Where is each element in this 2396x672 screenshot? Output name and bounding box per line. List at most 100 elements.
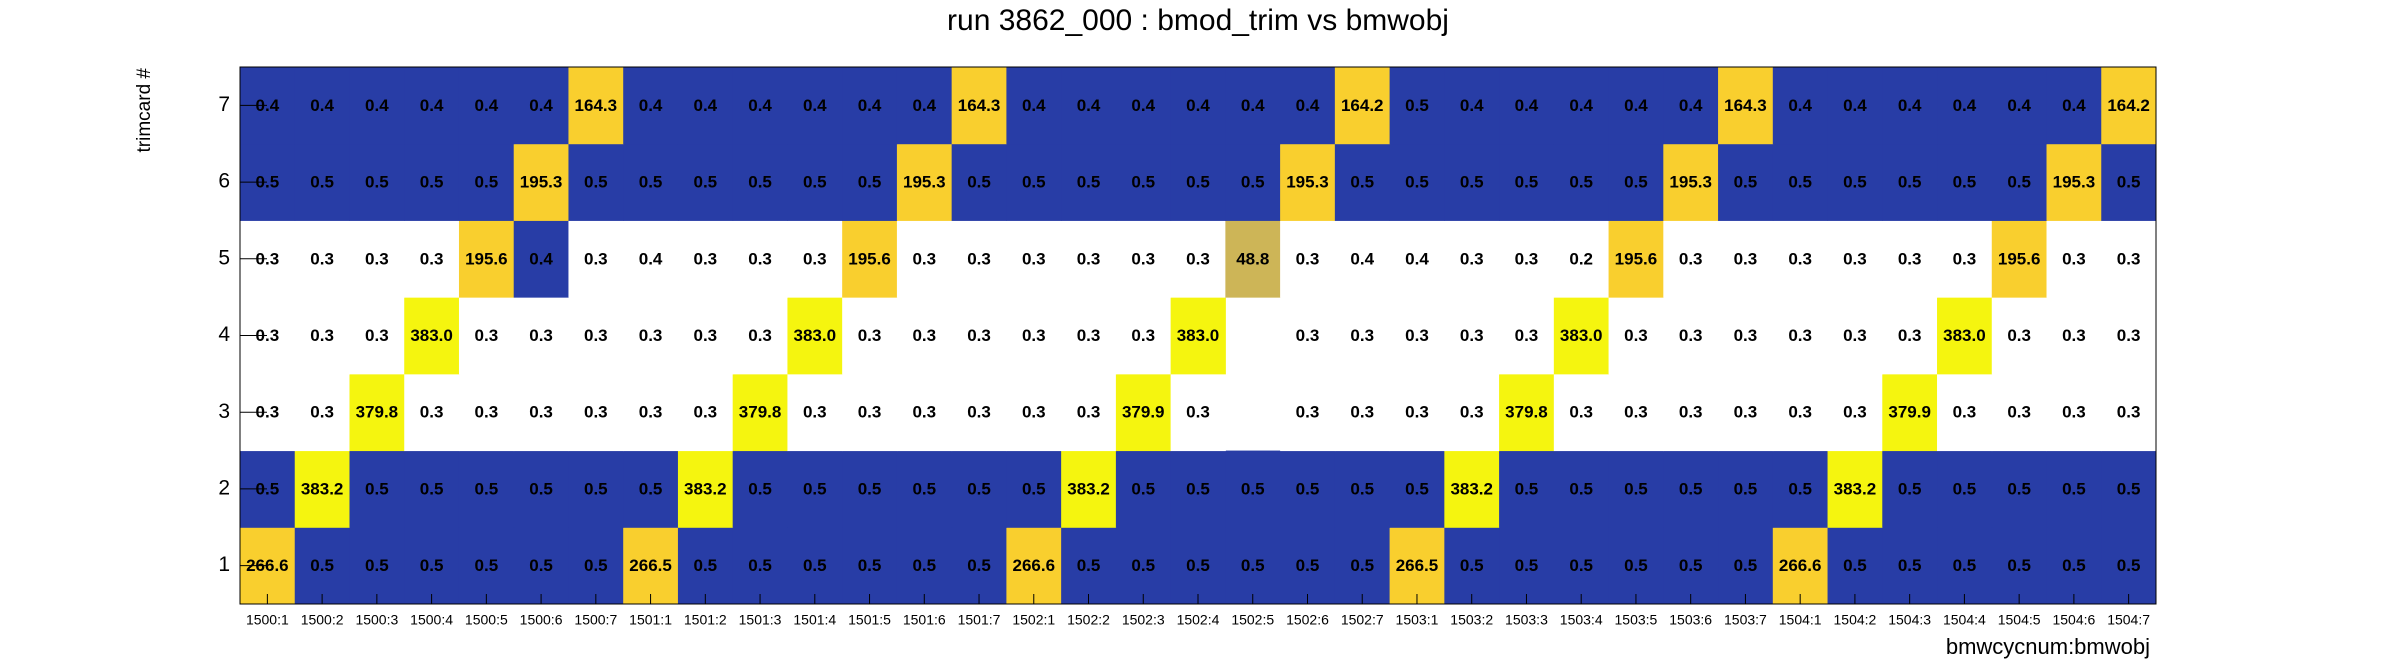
cell-label: 0.3 bbox=[967, 326, 991, 345]
cell-label: 195.3 bbox=[520, 173, 563, 192]
cell-label: 0.4 bbox=[420, 96, 444, 115]
cell-label: 0.3 bbox=[1296, 326, 1320, 345]
cell bbox=[349, 527, 405, 605]
y-tick-label: 6 bbox=[218, 170, 230, 193]
cell bbox=[1663, 450, 1719, 528]
cell bbox=[732, 67, 788, 145]
cell-label: 383.2 bbox=[1450, 479, 1493, 498]
cell bbox=[513, 143, 569, 221]
cell-label: 0.3 bbox=[365, 249, 389, 268]
cell bbox=[1718, 297, 1774, 375]
cell-label: 0.5 bbox=[639, 479, 663, 498]
cell bbox=[1389, 143, 1445, 221]
cell bbox=[1115, 373, 1172, 452]
cell bbox=[458, 220, 515, 298]
cell-label: 0.5 bbox=[1788, 479, 1812, 498]
cell bbox=[1991, 67, 2048, 145]
cell-label: 0.5 bbox=[529, 556, 553, 575]
cell bbox=[1608, 297, 1664, 375]
cell bbox=[294, 527, 350, 605]
cell bbox=[1827, 450, 1883, 528]
cell-label: 0.5 bbox=[803, 556, 827, 575]
cell bbox=[951, 67, 1007, 145]
cell bbox=[1334, 527, 1391, 605]
cell-label: 0.4 bbox=[1350, 249, 1374, 268]
cell-label: 0.5 bbox=[584, 479, 608, 498]
cell bbox=[404, 297, 460, 375]
x-tick-label: 1504:7 bbox=[2107, 612, 2150, 628]
cell bbox=[568, 67, 624, 145]
cell bbox=[568, 373, 624, 452]
cell-label: 0.3 bbox=[693, 249, 717, 268]
cell bbox=[896, 143, 953, 221]
cell bbox=[1553, 373, 1610, 452]
cell-label: 0.5 bbox=[912, 556, 936, 575]
cell bbox=[1937, 373, 1993, 452]
x-tick-label: 1500:1 bbox=[246, 612, 289, 628]
cell-label: 0.5 bbox=[1405, 96, 1429, 115]
cell bbox=[1991, 527, 2048, 605]
cell bbox=[458, 143, 515, 221]
cell-label: 0.4 bbox=[1077, 96, 1101, 115]
cell bbox=[404, 67, 460, 145]
cell bbox=[1225, 527, 1281, 605]
cell bbox=[842, 220, 898, 298]
cell bbox=[1718, 220, 1774, 298]
x-tick-label: 1502:2 bbox=[1067, 612, 1110, 628]
cell bbox=[1006, 143, 1062, 221]
cell-label: 0.5 bbox=[1569, 556, 1593, 575]
cell-label: 0.4 bbox=[1953, 96, 1977, 115]
cell bbox=[294, 67, 350, 145]
cell bbox=[1663, 373, 1719, 452]
cell bbox=[294, 143, 350, 221]
cell bbox=[1389, 297, 1445, 375]
cell-label: 0.3 bbox=[912, 403, 936, 422]
cell-label: 0.5 bbox=[1350, 173, 1374, 192]
cell bbox=[623, 527, 679, 605]
cell bbox=[1991, 143, 2048, 221]
cell bbox=[1718, 67, 1774, 145]
cell-label: 0.5 bbox=[256, 479, 280, 498]
cell-label: 195.6 bbox=[1998, 249, 2041, 268]
cell-label: 0.5 bbox=[584, 173, 608, 192]
cell-label: 0.3 bbox=[1515, 326, 1539, 345]
cell-label: 0.3 bbox=[1131, 249, 1155, 268]
cell bbox=[513, 67, 569, 145]
cell bbox=[732, 297, 788, 375]
cell bbox=[1663, 143, 1719, 221]
cell-label: 0.3 bbox=[310, 249, 334, 268]
cell-label: 266.5 bbox=[1396, 556, 1439, 575]
cell-label: 0.3 bbox=[1022, 403, 1046, 422]
cell bbox=[1937, 450, 1993, 528]
cell-label: 0.5 bbox=[1569, 479, 1593, 498]
cell-label: 0.3 bbox=[1788, 326, 1812, 345]
cell bbox=[1444, 450, 1500, 528]
cell bbox=[677, 373, 734, 452]
cell bbox=[1061, 67, 1117, 145]
cell bbox=[1115, 527, 1172, 605]
cell-label: 266.6 bbox=[1012, 556, 1055, 575]
cell-label: 0.3 bbox=[1679, 326, 1703, 345]
cell-label: 0.5 bbox=[967, 173, 991, 192]
cell-label: 0.5 bbox=[1624, 173, 1648, 192]
cell bbox=[623, 220, 679, 298]
cell bbox=[1061, 527, 1117, 605]
x-tick-label: 1504:1 bbox=[1779, 612, 1822, 628]
cell-label: 0.3 bbox=[1350, 403, 1374, 422]
cell-label: 0.3 bbox=[420, 249, 444, 268]
cell bbox=[1772, 297, 1829, 375]
y-tick-label: 7 bbox=[218, 93, 230, 116]
cell-label: 0.3 bbox=[1624, 326, 1648, 345]
y-axis-title: trimcard # bbox=[134, 68, 155, 153]
cell bbox=[1553, 297, 1610, 375]
cell-label: 0.5 bbox=[365, 556, 389, 575]
cell-label: 0.5 bbox=[1679, 556, 1703, 575]
cell bbox=[951, 527, 1007, 605]
cell-label: 0.5 bbox=[858, 479, 882, 498]
y-tick-label: 1 bbox=[218, 553, 230, 576]
cell-label: 0.3 bbox=[1843, 403, 1867, 422]
cell bbox=[1937, 220, 1993, 298]
cell bbox=[1389, 373, 1445, 452]
cell-label: 0.5 bbox=[1843, 173, 1867, 192]
cell-label: 0.5 bbox=[803, 173, 827, 192]
